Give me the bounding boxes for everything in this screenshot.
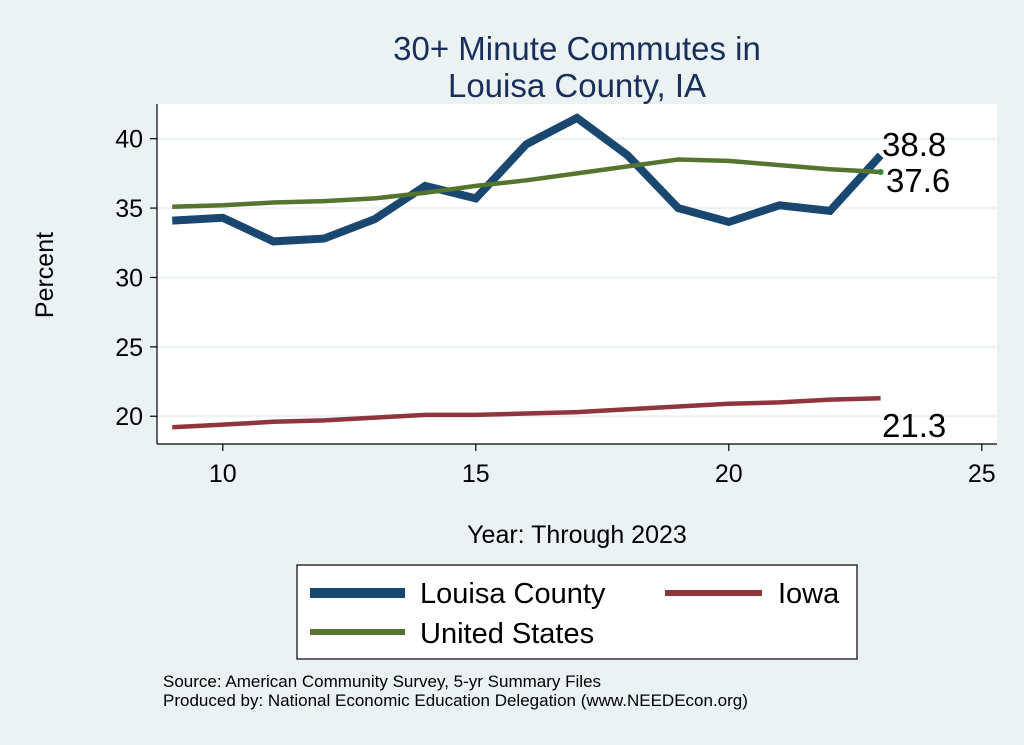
y-tick-label-30: 30 <box>115 264 143 292</box>
y-tick-label-35: 35 <box>115 195 143 223</box>
produced-note: Produced by: National Economic Education… <box>163 691 748 710</box>
end-label-iowa: 21.3 <box>882 407 946 444</box>
chart-title-line-2: Louisa County, IA <box>448 67 706 104</box>
us-end-marker <box>877 169 884 175</box>
y-tick-label-25: 25 <box>115 334 143 362</box>
end-labels: 38.8 21.3 37.6 <box>882 126 950 444</box>
end-label-louisa: 38.8 <box>882 126 946 163</box>
series-layer <box>171 113 884 430</box>
chart-title-line-1: 30+ Minute Commutes in <box>393 30 761 67</box>
axes: 20 25 30 35 40 10 15 20 25 <box>115 104 997 488</box>
legend-box <box>296 564 858 660</box>
series-line-louisa <box>171 113 884 246</box>
legend-label-louisa: Louisa County <box>420 578 606 610</box>
x-tick-label-20: 20 <box>715 460 743 488</box>
y-tick-label-40: 40 <box>115 126 143 154</box>
notes: Source: American Community Survey, 5-yr … <box>163 672 748 710</box>
y-tick-label-20: 20 <box>115 403 143 431</box>
legend-label-iowa: Iowa <box>778 578 840 610</box>
end-label-us: 37.6 <box>886 162 950 199</box>
x-tick-label-10: 10 <box>209 460 237 488</box>
x-tick-label-25: 25 <box>968 460 996 488</box>
gridlines <box>157 137 997 418</box>
x-axis-title: Year: Through 2023 <box>467 521 687 549</box>
y-axis-title: Percent <box>31 232 59 318</box>
line-chart: 30+ Minute Commutes in Louisa County, IA… <box>31 30 997 660</box>
series-line-us <box>172 157 881 209</box>
plot-area <box>157 104 997 444</box>
legend-label-us: United States <box>420 618 594 650</box>
source-note: Source: American Community Survey, 5-yr … <box>163 672 602 691</box>
series-line-iowa <box>172 395 881 430</box>
legend: Louisa County Iowa United States <box>296 564 858 660</box>
x-tick-label-15: 15 <box>462 460 490 488</box>
